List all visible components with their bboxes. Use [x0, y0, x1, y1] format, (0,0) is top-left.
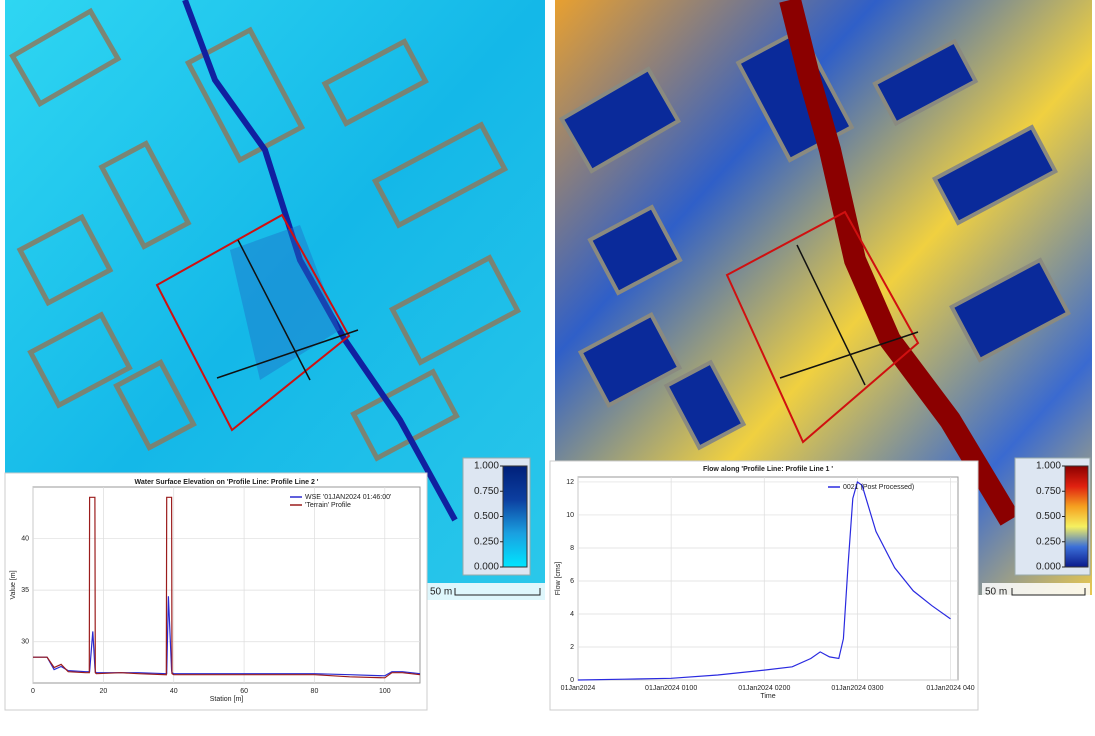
legend-label: 'Terrain' Profile [305, 502, 351, 509]
colorbar-label: 1.000 [474, 461, 499, 472]
plot-area [32, 486, 421, 684]
x-tick-label: 01Jan2024 0100 [645, 685, 697, 692]
scale-label: 50 m [430, 587, 452, 598]
chart-title: Water Surface Elevation on 'Profile Line… [135, 479, 319, 486]
y-tick-label: 0 [570, 677, 574, 684]
y-tick-label: 2 [570, 644, 574, 651]
x-tick-label: 0 [31, 688, 35, 695]
colorbar-label: 0.750 [1036, 486, 1061, 497]
x-tick-label: 01Jan2024 0200 [738, 685, 790, 692]
x-axis-label: Time [760, 693, 775, 700]
y-axis-label: Value [m] [10, 570, 17, 599]
scale-bg [982, 583, 1090, 600]
y-tick-label: 12 [566, 479, 574, 486]
colorbar [502, 465, 528, 568]
colorbar-label: 0.500 [474, 511, 499, 522]
scale-bar [1011, 588, 1086, 596]
y-tick-label: 4 [570, 611, 574, 618]
scale-bg [427, 583, 545, 600]
colorbar [1064, 465, 1089, 568]
y-tick-label: 8 [570, 545, 574, 552]
y-tick-label: 6 [570, 578, 574, 585]
colorbar-label: 0.000 [1036, 562, 1061, 573]
series-line [33, 496, 421, 679]
x-tick-label: 60 [240, 688, 248, 695]
colorbar-label: 0.250 [1036, 536, 1061, 547]
x-tick-label: 20 [99, 688, 107, 695]
plot-area [577, 476, 959, 681]
x-tick-label: 01Jan2024 040 [926, 685, 974, 692]
x-tick-label: 80 [311, 688, 319, 695]
y-tick-label: 30 [21, 639, 29, 646]
scale-bar [454, 588, 541, 596]
colorbar-label: 1.000 [1036, 461, 1061, 472]
y-axis-label: Flow [cms] [555, 562, 562, 596]
x-tick-label: 100 [379, 688, 391, 695]
x-tick-label: 01Jan2024 0300 [831, 685, 883, 692]
colorbar-label: 0.250 [474, 536, 499, 547]
colorbar-label: 0.500 [1036, 511, 1061, 522]
scale-label: 50 m [985, 587, 1007, 598]
y-tick-label: 35 [21, 587, 29, 594]
y-tick-label: 40 [21, 535, 29, 542]
legend-label: 0021 (Post Processed) [843, 484, 914, 491]
colorbar-label: 0.000 [474, 562, 499, 573]
y-tick-label: 10 [566, 512, 574, 519]
chart-title: Flow along 'Profile Line: Profile Line 1… [703, 466, 833, 473]
x-tick-label: 01Jan2024 [561, 685, 596, 692]
x-axis-label: Station [m] [210, 696, 244, 703]
colorbar-label: 0.750 [474, 486, 499, 497]
series-line [577, 481, 951, 681]
legend-label: WSE '01JAN2024 01:46:00' [305, 494, 391, 501]
x-tick-label: 40 [170, 688, 178, 695]
